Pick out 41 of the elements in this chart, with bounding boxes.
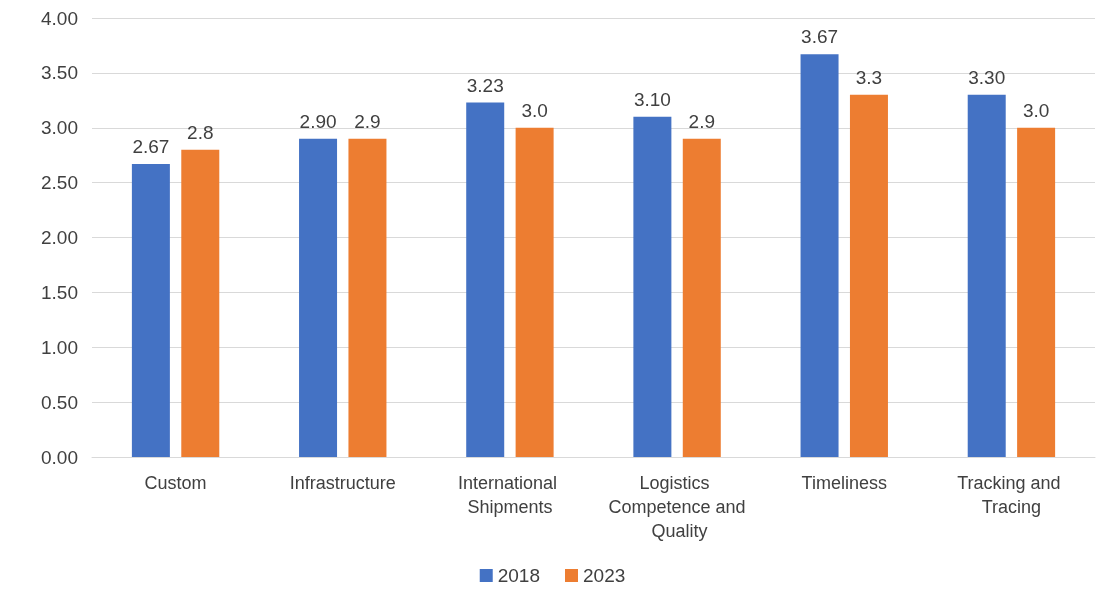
bar: [800, 54, 839, 457]
data-label: 3.0: [1022, 99, 1050, 121]
bar: [348, 138, 387, 457]
y-tick-label: 1.50: [41, 281, 78, 303]
data-label: 2.8: [187, 121, 214, 143]
data-label: 3.10: [633, 88, 671, 110]
x-tick-label: Timeliness: [801, 473, 887, 493]
data-label: 3.3: [855, 66, 883, 88]
bar: [849, 94, 888, 457]
y-tick-label: 2.50: [41, 172, 78, 194]
bar: [967, 94, 1006, 457]
bar: [466, 102, 505, 457]
data-label: 2.9: [688, 110, 715, 132]
y-tick-label: 0.00: [41, 446, 78, 468]
x-tick-label: Logistics Competence and Quality: [608, 473, 746, 541]
y-tick-label: 3.50: [41, 62, 78, 84]
y-tick-label: 1.00: [41, 336, 78, 358]
y-tick-label: 3.00: [41, 117, 78, 139]
data-label: 3.0: [521, 99, 548, 121]
y-tick-label: 4.00: [41, 7, 78, 29]
bar: [1017, 127, 1056, 457]
data-label: 2.9: [354, 110, 381, 132]
data-label: 3.23: [466, 74, 504, 96]
y-tick-label: 2.00: [41, 227, 78, 248]
bar: [181, 149, 220, 457]
data-label: 2.90: [299, 110, 337, 132]
bar: [131, 163, 170, 457]
x-tick-label: Custom: [144, 473, 207, 493]
bar: [682, 138, 721, 457]
bar: [299, 138, 338, 457]
data-label: 3.67: [801, 26, 839, 48]
legend-label: 2023: [583, 565, 626, 586]
x-tick-label: International Shipments: [457, 473, 562, 517]
bar: [633, 116, 672, 457]
data-label: 3.30: [968, 66, 1006, 88]
legend-label: 2018: [497, 565, 541, 586]
bar: [515, 127, 554, 457]
data-label: 2.67: [132, 135, 170, 157]
y-tick-label: 0.50: [41, 391, 78, 413]
x-tick-label: Infrastructure: [289, 473, 396, 493]
x-tick-label: Tracking and Tracing: [957, 473, 1066, 517]
